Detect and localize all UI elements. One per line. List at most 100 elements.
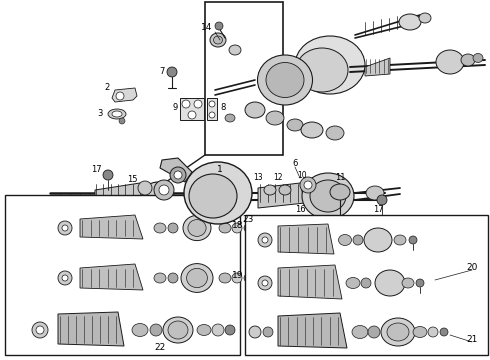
Ellipse shape <box>225 114 235 122</box>
Circle shape <box>215 22 223 30</box>
Circle shape <box>168 273 178 283</box>
Circle shape <box>244 274 252 282</box>
Ellipse shape <box>108 109 126 119</box>
Circle shape <box>62 225 68 231</box>
Ellipse shape <box>210 33 226 47</box>
Ellipse shape <box>219 273 231 283</box>
Circle shape <box>428 327 438 337</box>
Ellipse shape <box>461 54 475 66</box>
Polygon shape <box>365 58 390 76</box>
Polygon shape <box>80 215 143 239</box>
Ellipse shape <box>402 278 414 288</box>
Ellipse shape <box>168 321 188 339</box>
Text: 17: 17 <box>91 166 102 175</box>
Circle shape <box>58 271 72 285</box>
Ellipse shape <box>419 13 431 23</box>
Ellipse shape <box>473 54 483 63</box>
Circle shape <box>361 278 371 288</box>
Circle shape <box>212 324 224 336</box>
Circle shape <box>36 326 44 334</box>
Ellipse shape <box>295 36 365 94</box>
Circle shape <box>62 275 68 281</box>
Circle shape <box>249 326 261 338</box>
Bar <box>205 2 283 155</box>
Polygon shape <box>278 313 347 348</box>
Text: 10: 10 <box>297 171 307 180</box>
Ellipse shape <box>366 186 384 200</box>
Ellipse shape <box>266 63 304 98</box>
Circle shape <box>304 181 312 189</box>
Text: 22: 22 <box>154 343 166 352</box>
Text: 16: 16 <box>294 206 305 215</box>
Circle shape <box>182 100 190 108</box>
Ellipse shape <box>197 324 211 336</box>
Text: 5: 5 <box>175 158 181 167</box>
Ellipse shape <box>112 111 122 117</box>
Text: 14: 14 <box>201 23 213 32</box>
Circle shape <box>58 221 72 235</box>
Text: 19: 19 <box>232 270 244 279</box>
Bar <box>180 98 204 120</box>
Ellipse shape <box>394 235 406 245</box>
Circle shape <box>116 92 124 100</box>
Circle shape <box>244 224 252 232</box>
Ellipse shape <box>184 162 252 224</box>
Circle shape <box>262 237 268 243</box>
Ellipse shape <box>264 185 276 195</box>
Ellipse shape <box>301 122 323 138</box>
Circle shape <box>167 67 177 77</box>
Polygon shape <box>95 183 145 210</box>
Text: 7: 7 <box>160 68 165 77</box>
Text: 17: 17 <box>373 206 383 215</box>
Ellipse shape <box>339 234 351 246</box>
Text: 21: 21 <box>466 336 478 345</box>
Ellipse shape <box>229 45 241 55</box>
Text: 13: 13 <box>253 172 263 181</box>
Ellipse shape <box>214 36 222 44</box>
Polygon shape <box>58 312 124 346</box>
Circle shape <box>138 181 152 195</box>
Ellipse shape <box>245 102 265 118</box>
Ellipse shape <box>330 184 350 200</box>
Text: 6: 6 <box>293 158 298 167</box>
Bar <box>245 215 488 355</box>
Circle shape <box>119 118 125 124</box>
Circle shape <box>258 276 272 290</box>
Polygon shape <box>258 183 305 208</box>
Circle shape <box>225 325 235 335</box>
Text: 12: 12 <box>273 172 283 181</box>
Polygon shape <box>278 265 342 299</box>
Ellipse shape <box>364 228 392 252</box>
Ellipse shape <box>302 173 354 219</box>
Circle shape <box>300 177 316 193</box>
Ellipse shape <box>310 180 346 212</box>
Circle shape <box>263 327 273 337</box>
Circle shape <box>168 223 178 233</box>
Circle shape <box>232 273 242 283</box>
Circle shape <box>154 180 174 200</box>
Ellipse shape <box>326 126 344 140</box>
Text: 3: 3 <box>98 108 103 117</box>
Ellipse shape <box>296 48 348 92</box>
Ellipse shape <box>187 269 207 288</box>
Circle shape <box>232 223 242 233</box>
Text: 4: 4 <box>147 184 152 193</box>
Circle shape <box>209 112 215 118</box>
Ellipse shape <box>352 325 368 338</box>
Text: 8: 8 <box>220 103 225 112</box>
Ellipse shape <box>258 55 313 105</box>
Polygon shape <box>160 158 192 182</box>
Ellipse shape <box>132 324 148 337</box>
Bar <box>5 195 240 355</box>
Text: 20: 20 <box>466 264 478 273</box>
Ellipse shape <box>279 185 291 195</box>
Bar <box>207 98 217 120</box>
Circle shape <box>150 324 162 336</box>
Polygon shape <box>278 224 334 254</box>
Circle shape <box>258 233 272 247</box>
Circle shape <box>209 101 215 107</box>
Ellipse shape <box>183 215 211 240</box>
Circle shape <box>194 100 202 108</box>
Circle shape <box>170 167 186 183</box>
Ellipse shape <box>219 223 231 233</box>
